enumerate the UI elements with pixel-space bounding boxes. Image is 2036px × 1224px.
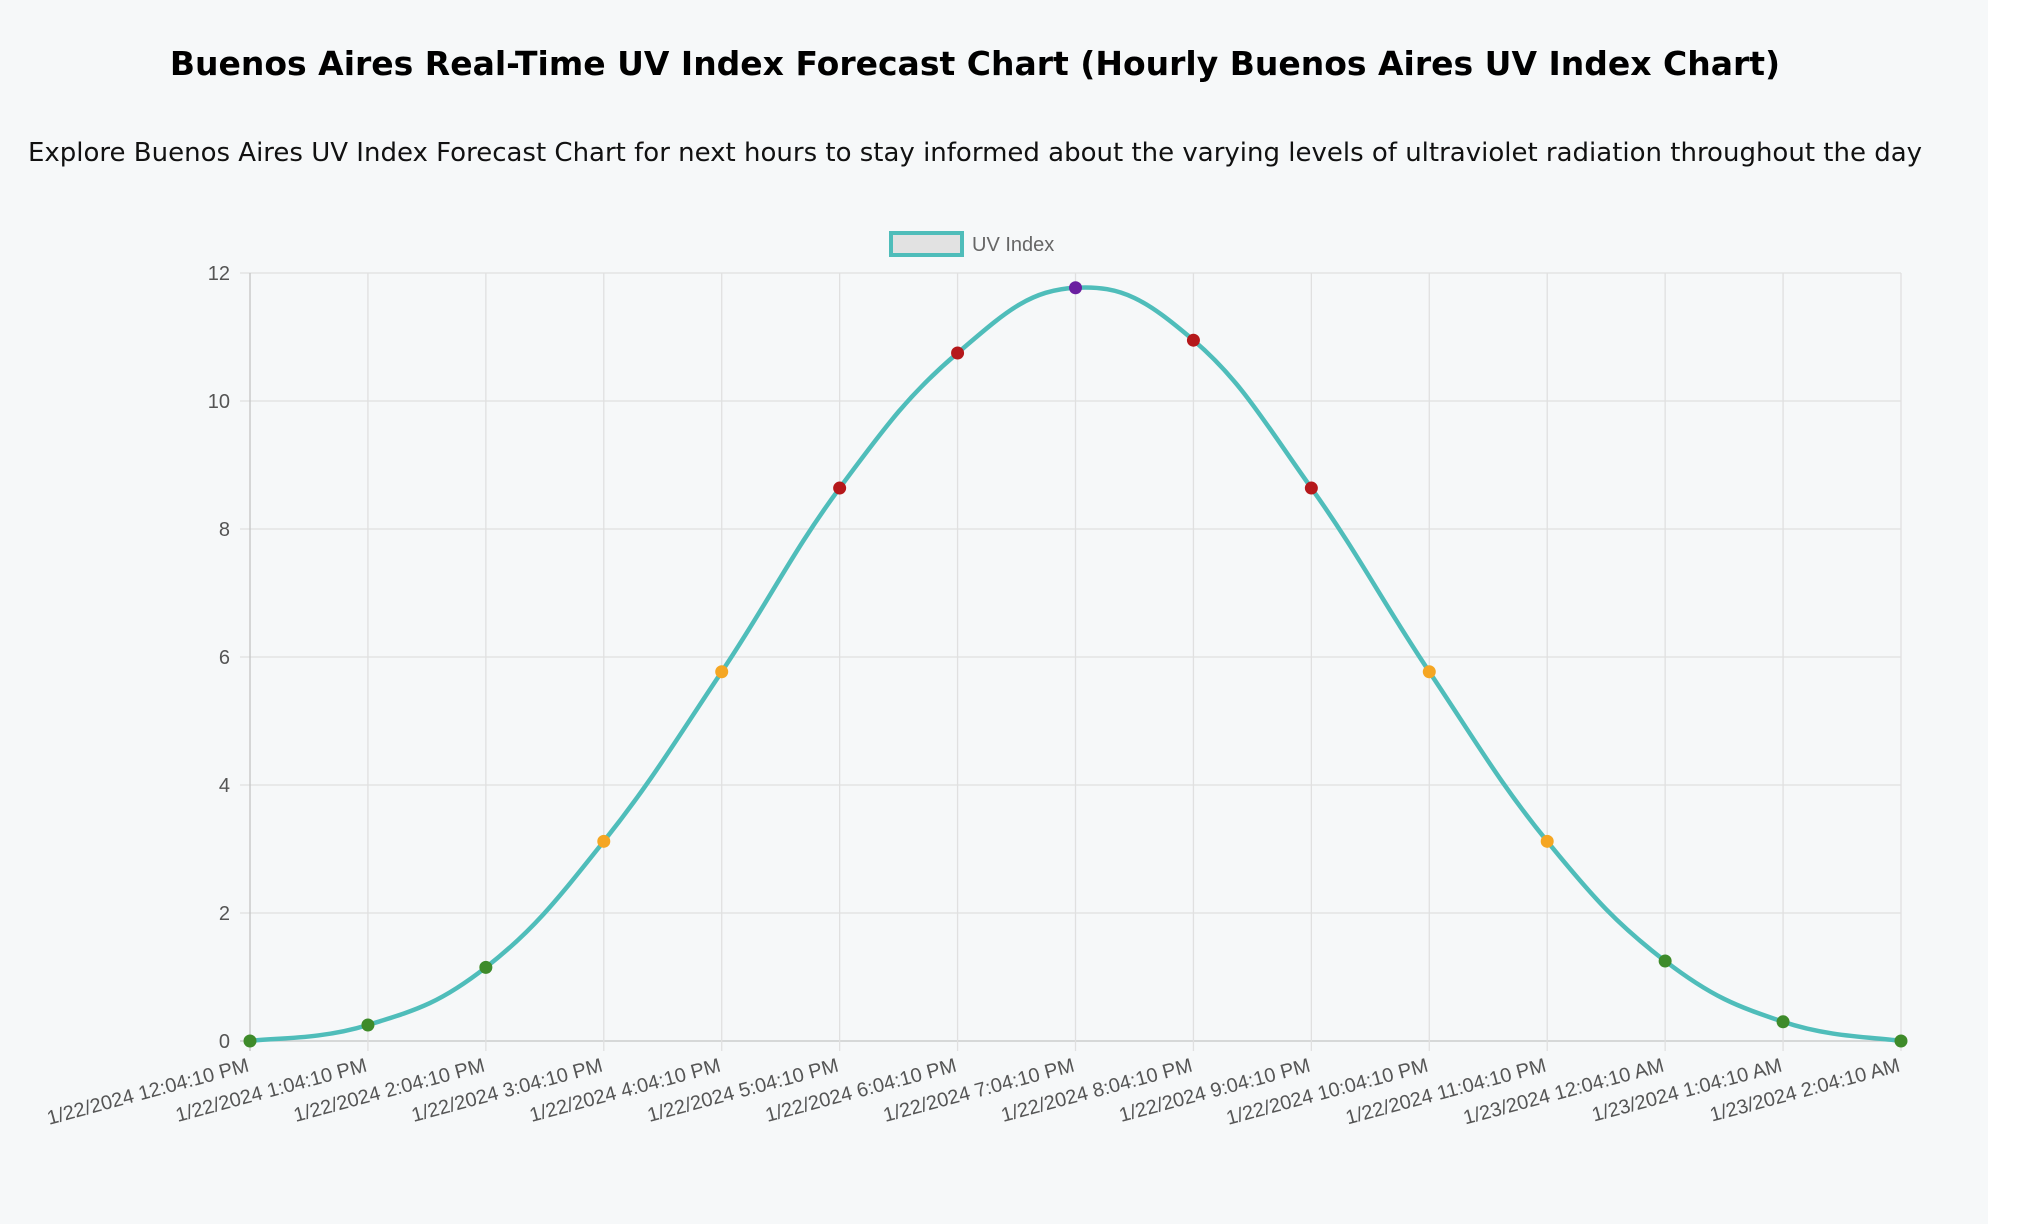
legend-swatch-uv-index[interactable] [889,231,964,257]
data-point[interactable] [951,346,965,360]
grid-lines [240,272,1902,1051]
page-title: Buenos Aires Real-Time UV Index Forecast… [169,44,1781,83]
data-point[interactable] [361,1018,375,1032]
data-point[interactable] [1304,481,1318,495]
data-point[interactable] [479,960,493,974]
data-point[interactable] [1658,954,1672,968]
data-point[interactable] [715,665,729,679]
y-tick-label: 6 [219,647,230,669]
page-subtitle: Explore Buenos Aires UV Index Forecast C… [27,138,1923,168]
data-point[interactable] [1776,1015,1790,1029]
legend[interactable]: UV Index [889,231,1054,257]
y-tick-label: 4 [219,775,230,797]
data-point[interactable] [1894,1034,1908,1048]
series-uv-index [243,281,1908,1048]
data-point[interactable] [1540,834,1554,848]
data-point[interactable] [1186,333,1200,347]
y-tick-label: 2 [219,903,230,925]
data-point[interactable] [1422,665,1436,679]
y-tick-label: 0 [219,1031,230,1053]
y-tick-label: 8 [219,519,230,541]
y-tick-label: 10 [208,391,230,413]
data-point[interactable] [1069,281,1082,295]
y-tick-label: 12 [208,263,230,285]
data-point[interactable] [597,834,611,848]
data-point[interactable] [243,1034,257,1048]
data-point[interactable] [833,481,847,495]
scrollbar-gutter [1988,0,2036,1224]
legend-label-uv-index[interactable]: UV Index [972,234,1054,256]
page-background [0,0,1988,1224]
